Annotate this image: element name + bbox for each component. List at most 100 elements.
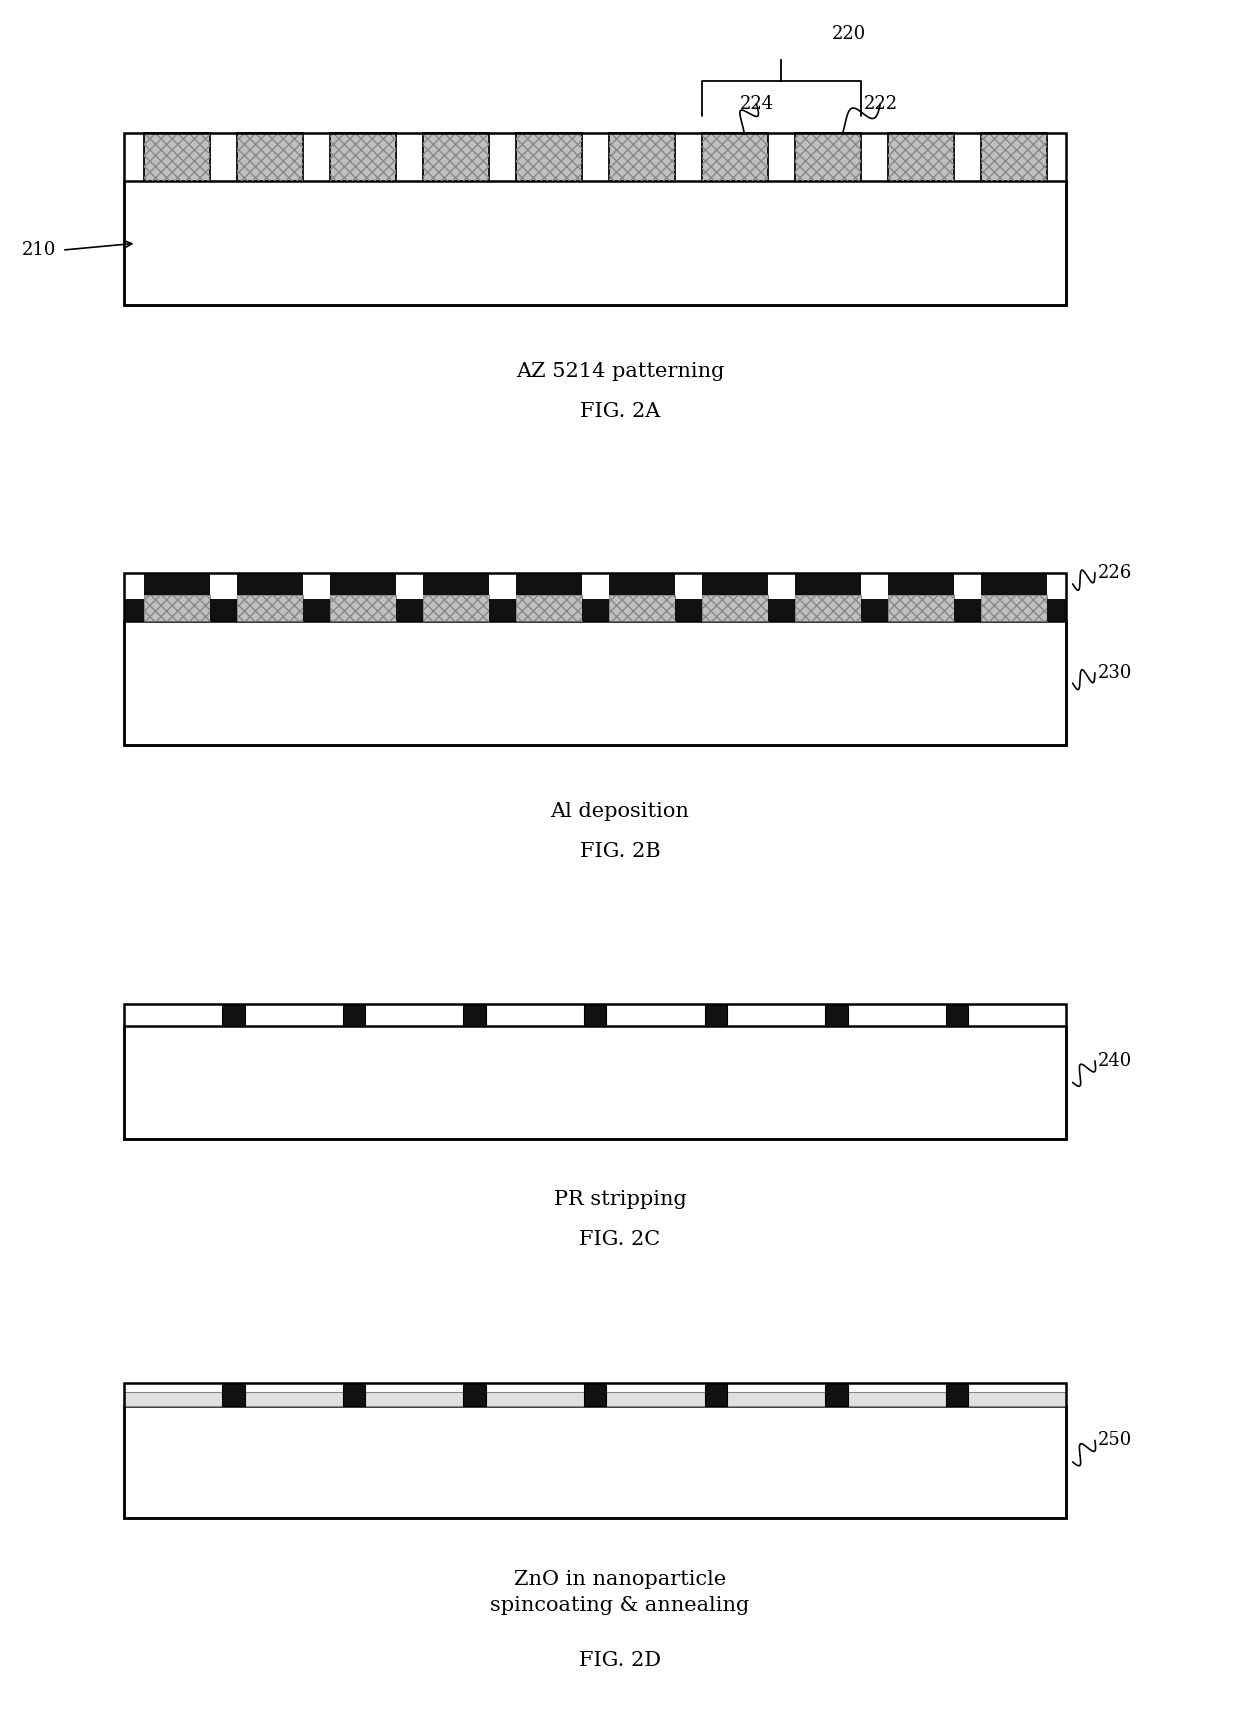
Bar: [609, 133, 675, 181]
Bar: [124, 1406, 1066, 1518]
Bar: [210, 599, 237, 621]
Bar: [704, 1004, 727, 1026]
Bar: [888, 595, 954, 621]
Bar: [861, 599, 888, 621]
Bar: [582, 599, 609, 621]
Bar: [303, 599, 330, 621]
Text: FIG. 2A: FIG. 2A: [580, 402, 660, 421]
Text: 220: 220: [832, 26, 867, 43]
Bar: [330, 573, 396, 595]
Text: PR stripping: PR stripping: [553, 1190, 687, 1209]
Bar: [702, 573, 768, 595]
Bar: [795, 595, 861, 621]
Bar: [124, 1026, 1066, 1138]
Bar: [144, 595, 210, 621]
Bar: [888, 133, 954, 181]
Bar: [609, 573, 675, 595]
Bar: [423, 595, 489, 621]
Text: FIG. 2C: FIG. 2C: [579, 1230, 661, 1249]
Text: ZnO in nanoparticle
spincoating & annealing: ZnO in nanoparticle spincoating & anneal…: [490, 1570, 750, 1615]
Bar: [237, 133, 303, 181]
Bar: [795, 595, 861, 621]
Bar: [423, 573, 489, 595]
Bar: [795, 133, 861, 181]
Bar: [981, 595, 1047, 621]
Text: 222: 222: [863, 95, 898, 112]
Bar: [702, 595, 768, 621]
Bar: [124, 1004, 1066, 1138]
Text: 240: 240: [1097, 1052, 1132, 1070]
Bar: [423, 595, 489, 621]
Bar: [981, 573, 1047, 595]
Bar: [609, 595, 675, 621]
Bar: [981, 595, 1047, 621]
Bar: [124, 621, 1066, 745]
Text: 224: 224: [739, 95, 774, 112]
Bar: [584, 1004, 606, 1026]
Bar: [768, 599, 795, 621]
Bar: [516, 133, 582, 181]
Bar: [795, 133, 861, 181]
Bar: [1047, 599, 1066, 621]
Text: FIG. 2D: FIG. 2D: [579, 1651, 661, 1670]
Bar: [423, 133, 489, 181]
Text: 250: 250: [1097, 1432, 1132, 1449]
Text: FIG. 2B: FIG. 2B: [579, 842, 661, 861]
Bar: [516, 133, 582, 181]
Bar: [124, 133, 1066, 305]
Bar: [464, 1004, 486, 1026]
Bar: [609, 595, 675, 621]
Bar: [124, 1383, 1066, 1518]
Text: 230: 230: [1097, 664, 1132, 681]
Bar: [222, 1383, 244, 1406]
Bar: [330, 133, 396, 181]
Bar: [888, 133, 954, 181]
Bar: [516, 595, 582, 621]
Bar: [704, 1383, 727, 1406]
Text: Al deposition: Al deposition: [551, 802, 689, 821]
Bar: [237, 133, 303, 181]
Bar: [330, 595, 396, 621]
Bar: [584, 1383, 606, 1406]
Bar: [954, 599, 981, 621]
Bar: [237, 595, 303, 621]
Bar: [396, 599, 423, 621]
Bar: [981, 133, 1047, 181]
Bar: [888, 573, 954, 595]
Bar: [795, 573, 861, 595]
Bar: [702, 133, 768, 181]
Bar: [464, 1383, 486, 1406]
Bar: [144, 133, 210, 181]
Text: AZ 5214 patterning: AZ 5214 patterning: [516, 362, 724, 381]
Bar: [675, 599, 702, 621]
Bar: [237, 595, 303, 621]
Bar: [330, 595, 396, 621]
Bar: [826, 1004, 848, 1026]
Bar: [144, 595, 210, 621]
Bar: [516, 573, 582, 595]
Bar: [946, 1004, 968, 1026]
Bar: [981, 133, 1047, 181]
Bar: [124, 573, 1066, 745]
Bar: [946, 1383, 968, 1406]
Bar: [826, 1383, 848, 1406]
Text: 226: 226: [1097, 564, 1132, 581]
Bar: [342, 1004, 366, 1026]
Bar: [702, 595, 768, 621]
Bar: [516, 595, 582, 621]
Bar: [330, 133, 396, 181]
Bar: [144, 573, 210, 595]
Bar: [489, 599, 516, 621]
Text: 210: 210: [21, 242, 56, 259]
Bar: [702, 133, 768, 181]
Bar: [342, 1383, 366, 1406]
Bar: [423, 133, 489, 181]
Bar: [222, 1004, 244, 1026]
Bar: [609, 133, 675, 181]
Bar: [888, 595, 954, 621]
Bar: [124, 599, 144, 621]
Bar: [144, 133, 210, 181]
Bar: [124, 181, 1066, 305]
Bar: [124, 1392, 1066, 1406]
Bar: [237, 573, 303, 595]
